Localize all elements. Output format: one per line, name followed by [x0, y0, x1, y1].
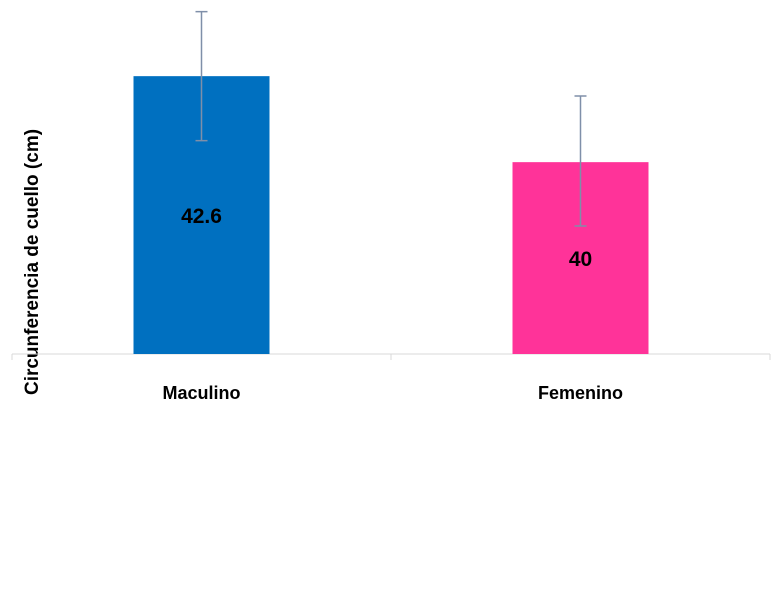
data-label: 42.6 — [181, 205, 222, 228]
x-tick-label: Femenino — [538, 383, 623, 403]
plot-area: 42.6 Maculino 40 Femenino — [11, 10, 771, 403]
y-axis-label: Circunferencia de cuello (cm) — [22, 129, 43, 395]
data-label: 40 — [569, 248, 592, 271]
x-tick-label: Maculino — [162, 383, 240, 403]
